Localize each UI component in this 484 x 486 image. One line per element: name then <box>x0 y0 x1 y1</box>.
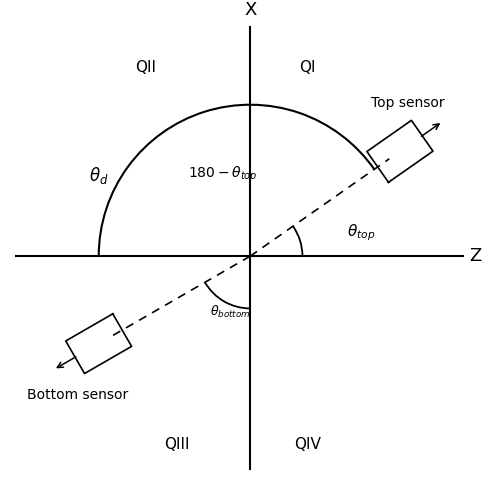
Text: $\theta_{bottom}$: $\theta_{bottom}$ <box>210 304 251 320</box>
Text: X: X <box>244 0 257 18</box>
Text: $180-\theta_{top}$: $180-\theta_{top}$ <box>188 165 257 184</box>
Text: QI: QI <box>300 60 316 75</box>
Text: QIII: QIII <box>165 437 190 452</box>
Text: QIV: QIV <box>294 437 321 452</box>
Text: Z: Z <box>469 247 482 265</box>
Text: $\theta_{top}$: $\theta_{top}$ <box>348 222 376 243</box>
Text: Bottom sensor: Bottom sensor <box>27 388 128 402</box>
Text: Top sensor: Top sensor <box>371 96 445 109</box>
Text: $\theta_d$: $\theta_d$ <box>89 165 108 186</box>
Text: QII: QII <box>135 60 156 75</box>
